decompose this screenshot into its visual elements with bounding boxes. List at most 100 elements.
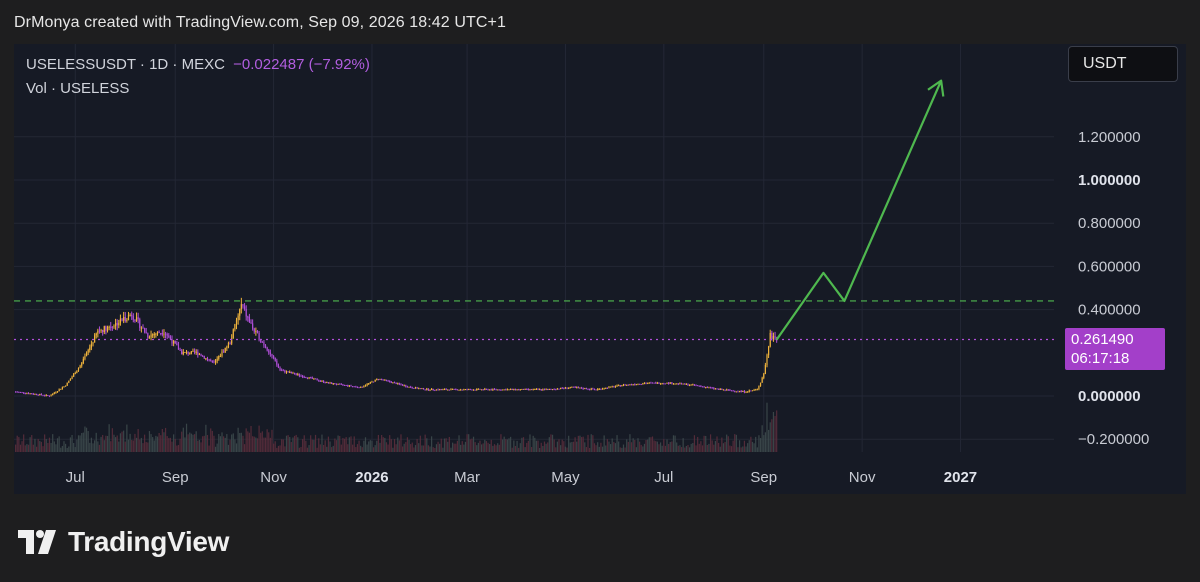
volume-bar xyxy=(618,441,620,452)
candle-body xyxy=(289,371,291,373)
candle-body xyxy=(414,387,417,389)
candle-body xyxy=(684,383,686,385)
currency-button[interactable]: USDT xyxy=(1068,46,1178,82)
volume-bar xyxy=(302,439,304,452)
volume-bar xyxy=(529,434,531,452)
volume-bar xyxy=(184,437,186,452)
candle-body xyxy=(356,386,359,388)
candle-body xyxy=(395,382,397,384)
volume-bar xyxy=(434,447,436,452)
volume-bar xyxy=(90,437,92,452)
candle-body xyxy=(429,390,431,392)
volume-bar xyxy=(748,440,750,452)
candle-body xyxy=(243,306,246,310)
volume-bar xyxy=(655,441,657,452)
candle-body xyxy=(513,388,515,390)
candle-body xyxy=(672,383,675,385)
volume-bar xyxy=(455,443,457,452)
volume-bar xyxy=(766,402,768,452)
candle-body xyxy=(676,383,678,385)
candle-body xyxy=(24,393,26,395)
volume-bar xyxy=(722,443,725,452)
volume-bar xyxy=(548,437,550,452)
volume-bar xyxy=(576,441,578,452)
volume-bar xyxy=(592,435,594,452)
candle-body xyxy=(555,389,557,391)
volume-bar xyxy=(50,442,52,452)
candle-body xyxy=(92,342,94,345)
volume-bar xyxy=(453,443,455,452)
volume-bar xyxy=(506,439,508,452)
candle-body xyxy=(108,326,110,328)
volume-bar xyxy=(492,445,494,452)
candle-body xyxy=(374,379,376,382)
candle-body xyxy=(268,350,270,353)
candle-body xyxy=(709,387,712,389)
candle-body xyxy=(411,387,413,389)
candle-body xyxy=(71,376,73,379)
volume-bar xyxy=(743,440,746,452)
volume-bar xyxy=(653,440,655,452)
candle-body xyxy=(464,389,467,391)
volume-bar xyxy=(158,432,160,452)
volume-bar xyxy=(447,441,449,452)
candle-body xyxy=(584,388,586,390)
volume-bar xyxy=(71,434,73,452)
candle-body xyxy=(618,385,620,387)
candle-body xyxy=(206,358,209,360)
candle-body xyxy=(387,380,389,382)
candle-body xyxy=(190,351,192,354)
volume-bar xyxy=(308,445,310,452)
volume-bar xyxy=(253,436,255,452)
volume-bar xyxy=(616,435,618,452)
candle-body xyxy=(161,333,163,335)
candle-body xyxy=(701,386,704,388)
volume-bar xyxy=(374,445,376,452)
price-chart[interactable]: 1.200000 1.000000 0.800000 0.600000 0.400000… xyxy=(14,44,1186,494)
tradingview-logo-icon xyxy=(18,530,56,554)
volume-legend[interactable]: Vol · USELESS xyxy=(26,80,130,97)
volume-bar xyxy=(242,435,244,452)
volume-bar xyxy=(451,442,454,452)
volume-bar xyxy=(519,443,521,452)
candle-body xyxy=(89,347,91,351)
tradingview-wordmark: TradingView xyxy=(68,526,230,557)
candle-body xyxy=(448,389,450,391)
candle-body xyxy=(276,360,278,365)
symbol-legend[interactable]: USELESSUSDT · 1D · MEXC −0.022487 (−7.92… xyxy=(26,56,370,73)
candle-body xyxy=(614,386,617,388)
volume-bar xyxy=(171,441,173,452)
candle-body xyxy=(456,389,459,391)
candle-body xyxy=(164,333,167,335)
candle-body xyxy=(239,309,241,316)
x-axis-tick-label: Nov xyxy=(260,469,287,486)
symbol-label[interactable]: USELESSUSDT · 1D · MEXC xyxy=(26,56,225,73)
volume-bar xyxy=(768,429,770,452)
volume-bar xyxy=(472,436,475,452)
candle-body xyxy=(485,388,488,390)
candle-body xyxy=(445,389,447,391)
volume-bar xyxy=(769,422,771,452)
volume-bar xyxy=(400,434,402,452)
volume-bar xyxy=(266,429,268,452)
volume-bar xyxy=(668,443,670,452)
last-price-tag: 0.261490 06:17:18 xyxy=(1065,328,1165,370)
candle-body xyxy=(211,361,213,363)
candle-body xyxy=(343,384,346,386)
volume-bar xyxy=(282,439,284,452)
candle-body xyxy=(745,392,747,394)
chart-panel[interactable]: 1.200000 1.000000 0.800000 0.600000 0.400000… xyxy=(14,44,1186,494)
volume-bar xyxy=(47,442,49,452)
volume-bar xyxy=(147,442,149,452)
volume-bar xyxy=(190,433,192,452)
volume-bar xyxy=(187,434,189,452)
volume-bar xyxy=(332,445,334,452)
candle-body xyxy=(198,354,201,356)
candle-body xyxy=(727,389,729,391)
volume-bar xyxy=(79,435,81,452)
candle-body xyxy=(185,351,188,353)
volume-bar xyxy=(60,447,62,452)
volume-bar xyxy=(214,446,217,452)
volume-bar xyxy=(102,434,104,452)
candle-body xyxy=(235,320,238,325)
